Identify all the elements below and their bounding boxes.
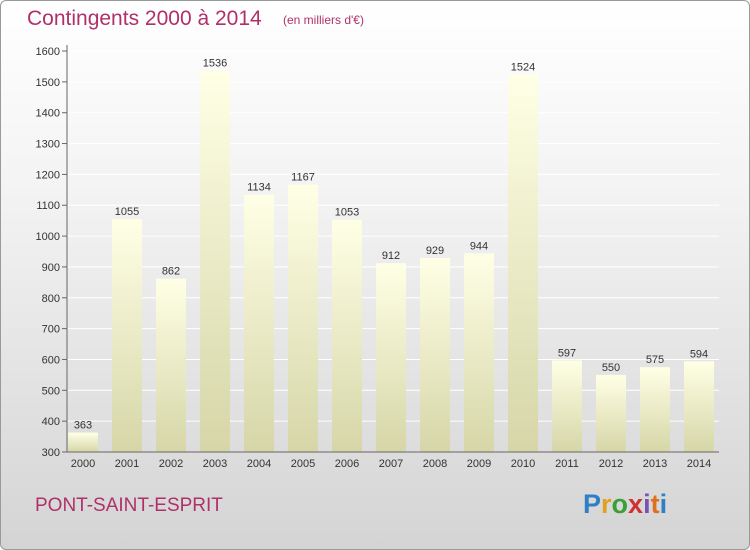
bar-2002 bbox=[156, 278, 186, 452]
x-axis-ticks: 2000 2001 2002 2003 2004 2005 2006 2007 2008 2009… bbox=[71, 458, 711, 470]
data-label-2001: 1055 bbox=[115, 206, 139, 218]
bar-2010 bbox=[508, 74, 538, 452]
bars bbox=[68, 70, 714, 452]
place-name: PONT-SAINT-ESPRIT bbox=[35, 495, 223, 516]
chart-title: Contingents 2000 à 2014 bbox=[27, 7, 262, 30]
data-label-2012: 550 bbox=[602, 362, 620, 374]
chart-subtitle: (en milliers d'€) bbox=[283, 13, 364, 27]
data-label-2002: 862 bbox=[162, 266, 180, 278]
data-label-2011: 597 bbox=[558, 347, 576, 359]
data-label-2000: 363 bbox=[74, 420, 92, 432]
x-tick-label: 2003 bbox=[203, 458, 227, 470]
data-label-2008: 929 bbox=[426, 245, 444, 257]
data-label-2007: 912 bbox=[382, 250, 400, 262]
bar-2012 bbox=[596, 374, 626, 452]
logo-letter: i bbox=[659, 489, 668, 519]
bar-2013 bbox=[640, 367, 670, 452]
bar-2011 bbox=[552, 360, 582, 452]
bar-2003 bbox=[200, 70, 230, 452]
data-label-2004: 1134 bbox=[247, 182, 271, 194]
data-label-2006: 1053 bbox=[335, 207, 359, 219]
y-tick-label: 600 bbox=[42, 354, 60, 366]
y-tick-label: 1300 bbox=[36, 139, 60, 151]
data-label-2005: 1167 bbox=[291, 172, 315, 184]
y-tick-label: 400 bbox=[42, 416, 60, 428]
y-tick-label: 500 bbox=[42, 385, 60, 397]
bar-2000 bbox=[68, 432, 98, 452]
y-tick-label: 1200 bbox=[36, 169, 60, 181]
y-tick-label: 700 bbox=[42, 324, 60, 336]
logo-letter: r bbox=[601, 489, 612, 519]
x-tick-label: 2007 bbox=[379, 458, 403, 470]
x-tick-label: 2001 bbox=[115, 458, 139, 470]
y-tick-label: 900 bbox=[42, 262, 60, 274]
logo-letter: i bbox=[643, 489, 651, 519]
x-tick-label: 2010 bbox=[511, 458, 535, 470]
x-tick-label: 2009 bbox=[467, 458, 491, 470]
x-tick-label: 2002 bbox=[159, 458, 183, 470]
y-tick-label: 1500 bbox=[36, 77, 60, 89]
y-axis-ticks: 300 400 500 600 700 800 900 1000 1100 1200 1300 140… bbox=[36, 45, 719, 459]
logo-letter: t bbox=[650, 489, 660, 519]
bar-2008 bbox=[420, 257, 450, 452]
data-labels: 363 1055 862 1536 1134 1167 1053 912 929 944 1524 5… bbox=[74, 58, 708, 432]
x-tick-label: 2006 bbox=[335, 458, 359, 470]
bar-2007 bbox=[376, 263, 406, 452]
bar-2005 bbox=[288, 184, 318, 452]
x-tick-label: 2005 bbox=[291, 458, 315, 470]
data-label-2014: 594 bbox=[690, 348, 708, 360]
logo-letter: o bbox=[611, 489, 629, 519]
y-tick-label: 1000 bbox=[36, 231, 60, 243]
bar-2006 bbox=[332, 219, 362, 452]
data-label-2013: 575 bbox=[646, 354, 664, 366]
x-tick-label: 2008 bbox=[423, 458, 447, 470]
proxiti-logo: Proxiti bbox=[583, 489, 667, 520]
y-tick-label: 800 bbox=[42, 293, 60, 305]
y-tick-label: 300 bbox=[42, 447, 60, 459]
x-tick-label: 2013 bbox=[643, 458, 667, 470]
y-tick-label: 1400 bbox=[36, 108, 60, 120]
bar-2001 bbox=[112, 219, 142, 452]
y-tick-label: 1600 bbox=[36, 46, 60, 58]
data-label-2003: 1536 bbox=[203, 58, 227, 70]
x-tick-label: 2004 bbox=[247, 458, 271, 470]
y-tick-label: 1100 bbox=[36, 200, 60, 212]
x-tick-label: 2012 bbox=[599, 458, 623, 470]
logo-letter: P bbox=[583, 489, 602, 519]
x-tick-label: 2014 bbox=[687, 458, 711, 470]
bar-2004 bbox=[244, 194, 274, 452]
bar-2014 bbox=[684, 361, 714, 452]
x-tick-label: 2011 bbox=[555, 458, 579, 470]
x-tick-label: 2000 bbox=[71, 458, 95, 470]
data-label-2009: 944 bbox=[470, 240, 488, 252]
logo-letter: x bbox=[628, 489, 644, 519]
bar-2009 bbox=[464, 253, 494, 452]
data-label-2010: 1524 bbox=[511, 61, 535, 73]
